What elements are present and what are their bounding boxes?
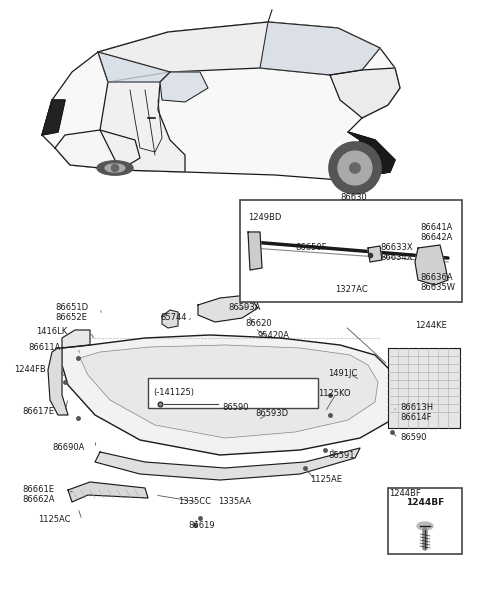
Text: 86590: 86590 (400, 434, 427, 443)
Text: 85744: 85744 (160, 313, 187, 323)
Text: 86591: 86591 (328, 452, 355, 460)
Polygon shape (415, 245, 448, 285)
Text: 1244KE: 1244KE (415, 321, 447, 330)
Bar (388, 488, 462, 554)
Text: 86620: 86620 (245, 318, 272, 327)
Text: 86652E: 86652E (55, 313, 87, 323)
Text: 1125AC: 1125AC (38, 515, 71, 524)
Text: 1491JC: 1491JC (328, 370, 358, 379)
Polygon shape (98, 22, 380, 82)
Polygon shape (335, 132, 395, 180)
Text: 95420A: 95420A (258, 332, 290, 341)
Text: 1327AC: 1327AC (335, 286, 368, 295)
Text: 86613H: 86613H (400, 403, 433, 413)
Polygon shape (80, 345, 378, 438)
Text: 86593A: 86593A (228, 303, 260, 312)
Polygon shape (162, 310, 178, 328)
Ellipse shape (105, 164, 125, 172)
Polygon shape (95, 448, 360, 480)
Text: 86642A: 86642A (420, 234, 452, 242)
Text: 86611A: 86611A (28, 344, 60, 353)
Circle shape (111, 164, 119, 172)
Text: 86662A: 86662A (22, 495, 55, 504)
Polygon shape (260, 22, 380, 75)
Polygon shape (55, 130, 140, 170)
Text: 86630: 86630 (340, 193, 367, 202)
Polygon shape (368, 246, 382, 262)
Text: 86633X: 86633X (380, 243, 413, 252)
Polygon shape (98, 52, 185, 172)
Text: 86619: 86619 (188, 521, 215, 530)
Ellipse shape (97, 161, 133, 175)
Circle shape (350, 163, 360, 173)
Polygon shape (42, 22, 400, 180)
Text: 1416LK: 1416LK (36, 327, 67, 336)
Text: 1125AE: 1125AE (310, 475, 342, 484)
Text: 1249BD: 1249BD (248, 213, 281, 222)
Text: 1244FB: 1244FB (14, 365, 46, 374)
Text: 86650F: 86650F (295, 243, 326, 252)
Polygon shape (330, 68, 400, 118)
Polygon shape (62, 335, 398, 455)
Text: (-141125): (-141125) (153, 388, 194, 397)
Text: 1335CC: 1335CC (178, 498, 211, 507)
Ellipse shape (417, 522, 433, 530)
Text: 86651D: 86651D (55, 303, 88, 312)
Bar (148, 378, 318, 408)
Text: 86641A: 86641A (420, 223, 452, 233)
Polygon shape (198, 295, 258, 322)
Text: 1244BF: 1244BF (406, 498, 444, 507)
Polygon shape (42, 100, 65, 135)
Polygon shape (160, 72, 208, 102)
Text: 86635W: 86635W (420, 283, 455, 292)
Text: 1244BF: 1244BF (389, 489, 421, 498)
Polygon shape (48, 348, 68, 415)
Text: 86593D: 86593D (255, 410, 288, 419)
Polygon shape (98, 52, 170, 82)
Text: 86590: 86590 (222, 403, 249, 413)
Text: 86634X: 86634X (380, 254, 412, 263)
Text: 86614F: 86614F (400, 414, 432, 423)
Circle shape (338, 151, 372, 185)
Text: 86617E: 86617E (22, 408, 54, 417)
Text: 1335AA: 1335AA (218, 498, 251, 507)
Text: 86636A: 86636A (420, 274, 453, 283)
Text: 86661E: 86661E (22, 486, 54, 495)
Bar (388, 348, 460, 428)
Polygon shape (68, 482, 148, 502)
Polygon shape (62, 330, 90, 348)
Text: 1125KO: 1125KO (318, 390, 350, 399)
Polygon shape (248, 232, 262, 270)
Circle shape (329, 142, 381, 194)
Text: 86690A: 86690A (52, 443, 84, 452)
Bar (240, 200, 462, 302)
